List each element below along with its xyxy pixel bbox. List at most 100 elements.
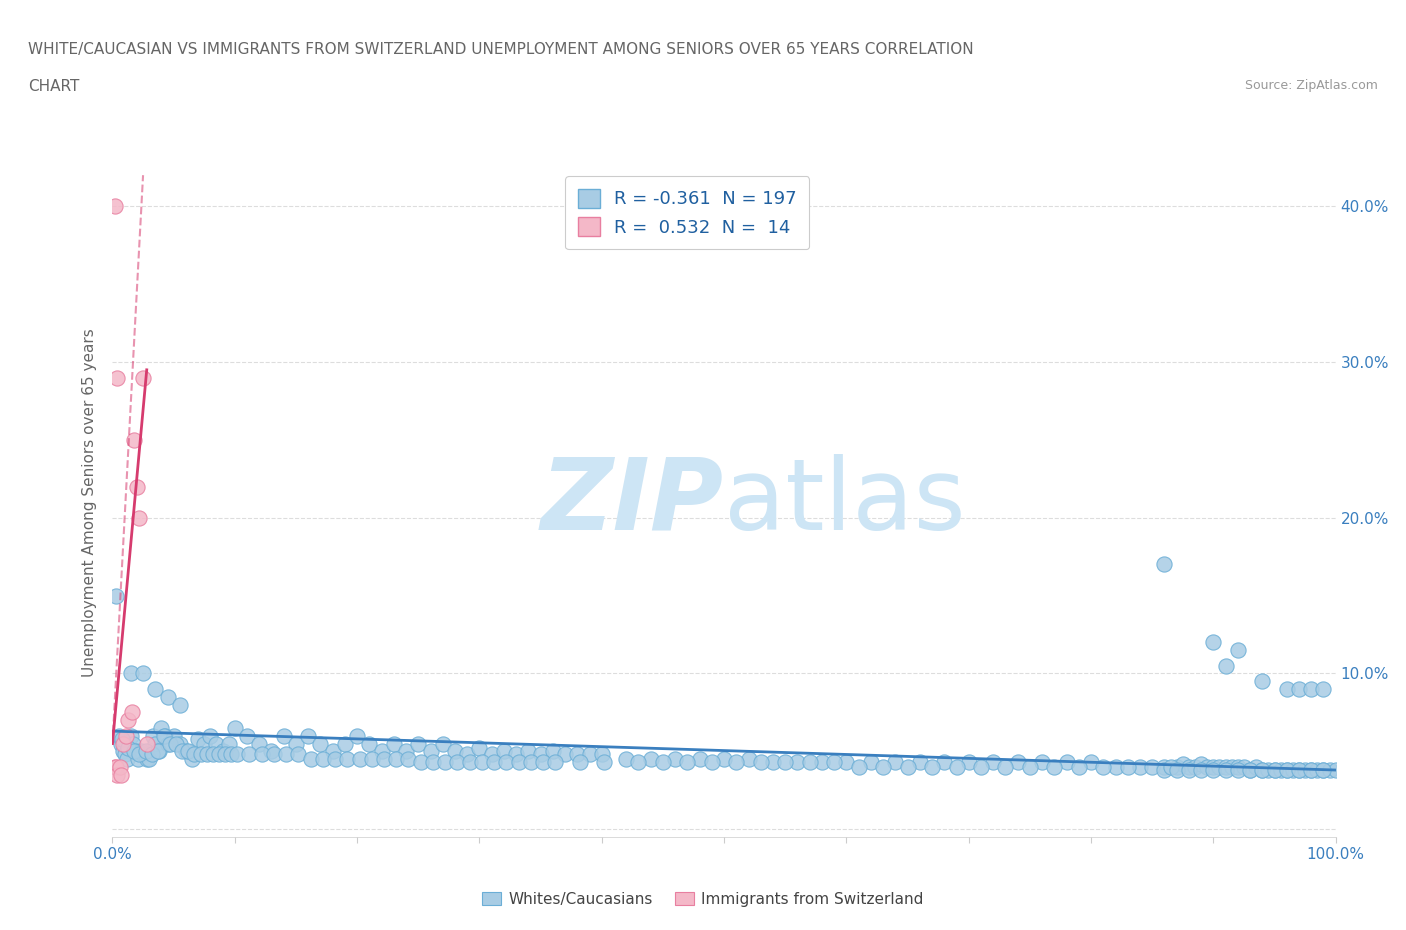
Point bbox=[994, 760, 1017, 775]
Point bbox=[200, 728, 222, 743]
Point bbox=[128, 747, 150, 762]
Point bbox=[247, 737, 270, 751]
Point bbox=[1294, 763, 1316, 777]
Point bbox=[482, 755, 505, 770]
Point bbox=[143, 682, 166, 697]
Point bbox=[884, 755, 907, 770]
Point bbox=[1220, 760, 1243, 775]
Point bbox=[1270, 763, 1292, 777]
Point bbox=[614, 751, 637, 766]
Point bbox=[211, 744, 233, 759]
Point bbox=[1080, 755, 1102, 770]
Point bbox=[1208, 760, 1230, 775]
Point bbox=[105, 588, 128, 603]
Point bbox=[1301, 763, 1323, 777]
Point bbox=[1226, 763, 1249, 777]
Point bbox=[799, 755, 821, 770]
Legend: R = -0.361  N = 197, R =  0.532  N =  14: R = -0.361 N = 197, R = 0.532 N = 14 bbox=[565, 177, 810, 249]
Point bbox=[1275, 763, 1298, 777]
Point bbox=[737, 751, 759, 766]
Point bbox=[385, 751, 408, 766]
Point bbox=[115, 751, 138, 766]
Point bbox=[492, 744, 515, 759]
Point bbox=[811, 755, 834, 770]
Point bbox=[1142, 760, 1164, 775]
Point bbox=[1202, 760, 1225, 775]
Point bbox=[652, 755, 675, 770]
Point bbox=[105, 767, 128, 782]
Point bbox=[187, 732, 209, 747]
Point bbox=[143, 737, 166, 751]
Point bbox=[468, 741, 491, 756]
Point bbox=[1251, 674, 1274, 689]
Point bbox=[1239, 763, 1261, 777]
Point bbox=[156, 737, 179, 751]
Point bbox=[921, 760, 943, 775]
Point bbox=[1244, 760, 1267, 775]
Point bbox=[153, 728, 176, 743]
Point bbox=[897, 760, 920, 775]
Point bbox=[349, 751, 371, 766]
Point bbox=[163, 728, 186, 743]
Point bbox=[398, 751, 420, 766]
Point bbox=[263, 747, 285, 762]
Point bbox=[181, 751, 204, 766]
Point bbox=[346, 728, 368, 743]
Point bbox=[333, 737, 356, 751]
Point bbox=[146, 744, 169, 759]
Point bbox=[1178, 763, 1201, 777]
Point bbox=[165, 737, 187, 751]
Point bbox=[219, 747, 242, 762]
Point bbox=[183, 747, 205, 762]
Point bbox=[775, 755, 797, 770]
Point bbox=[169, 737, 191, 751]
Point bbox=[520, 755, 543, 770]
Point bbox=[117, 741, 139, 756]
Point bbox=[132, 666, 155, 681]
Point bbox=[312, 751, 335, 766]
Point bbox=[872, 760, 894, 775]
Point bbox=[201, 747, 224, 762]
Point bbox=[1116, 760, 1139, 775]
Point bbox=[1251, 763, 1274, 777]
Text: Source: ZipAtlas.com: Source: ZipAtlas.com bbox=[1244, 79, 1378, 92]
Point bbox=[1264, 763, 1286, 777]
Point bbox=[107, 728, 129, 743]
Text: WHITE/CAUCASIAN VS IMMIGRANTS FROM SWITZERLAND UNEMPLOYMENT AMONG SENIORS OVER 6: WHITE/CAUCASIAN VS IMMIGRANTS FROM SWITZ… bbox=[28, 42, 974, 57]
Point bbox=[138, 751, 160, 766]
Point bbox=[273, 728, 295, 743]
Point bbox=[112, 744, 135, 759]
Point bbox=[115, 728, 138, 743]
Point bbox=[1178, 760, 1201, 775]
Point bbox=[287, 747, 309, 762]
Point bbox=[141, 747, 163, 762]
Point bbox=[1056, 755, 1078, 770]
Point bbox=[226, 747, 249, 762]
Point bbox=[129, 744, 152, 759]
Point bbox=[1312, 682, 1334, 697]
Point bbox=[208, 747, 231, 762]
Point bbox=[322, 744, 344, 759]
Point bbox=[172, 744, 194, 759]
Point bbox=[517, 744, 540, 759]
Point bbox=[124, 432, 146, 447]
Point bbox=[591, 747, 613, 762]
Point bbox=[190, 747, 212, 762]
Point bbox=[360, 751, 382, 766]
Point bbox=[110, 767, 132, 782]
Point bbox=[495, 755, 517, 770]
Point bbox=[1129, 760, 1152, 775]
Point bbox=[108, 760, 131, 775]
Point bbox=[1215, 763, 1237, 777]
Point bbox=[1007, 755, 1029, 770]
Point bbox=[297, 728, 319, 743]
Point bbox=[104, 199, 127, 214]
Point bbox=[848, 760, 870, 775]
Point bbox=[110, 737, 132, 751]
Point bbox=[1215, 760, 1237, 775]
Point bbox=[323, 751, 346, 766]
Point bbox=[1226, 643, 1249, 658]
Point bbox=[134, 744, 156, 759]
Point bbox=[664, 751, 686, 766]
Point bbox=[1288, 682, 1310, 697]
